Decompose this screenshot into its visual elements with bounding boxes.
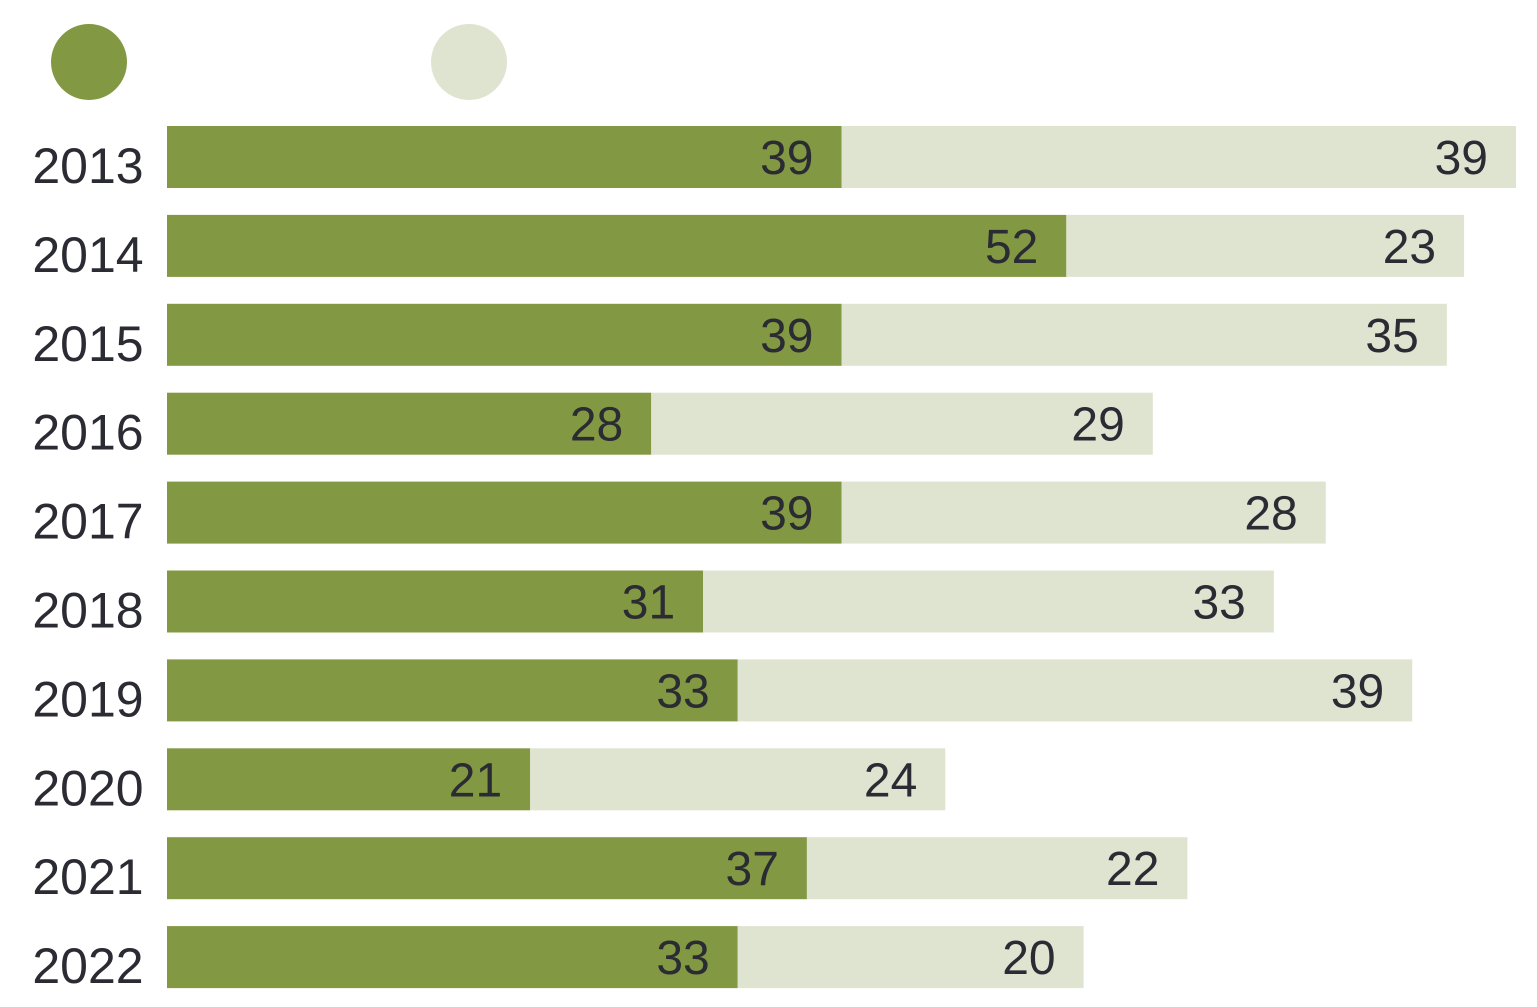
data-label-2019-series-1: 33	[656, 665, 709, 718]
bar-2014-series-2	[1066, 214, 1465, 277]
data-label-2019-series-2: 39	[1331, 665, 1384, 718]
y-tick-label-2015: 2015	[32, 316, 143, 372]
bar-2018-series-1	[167, 570, 704, 633]
data-label-2015-series-2: 35	[1365, 310, 1418, 363]
bar-2013-series-2	[841, 126, 1516, 188]
data-label-2022-series-2: 20	[1002, 932, 1055, 985]
bar-2019-series-1	[167, 659, 738, 722]
y-tick-label-2018: 2018	[32, 583, 143, 639]
bar-2020-series-1	[167, 748, 531, 811]
legend	[51, 24, 507, 100]
data-label-2014-series-2: 23	[1383, 221, 1436, 274]
bar-2022-series-2	[737, 926, 1084, 989]
bar-2021-series-1	[167, 837, 807, 900]
y-tick-label-2013: 2013	[32, 138, 143, 194]
y-tick-label-2022: 2022	[32, 938, 143, 994]
data-label-2022-series-1: 33	[656, 932, 709, 985]
bar-2014-series-1	[167, 214, 1067, 277]
y-tick-label-2014: 2014	[32, 227, 143, 283]
data-label-2016-series-1: 28	[570, 399, 623, 452]
data-label-2013-series-1: 39	[760, 132, 813, 185]
y-tick-label-2019: 2019	[32, 671, 143, 727]
bar-2019-series-2	[737, 659, 1413, 722]
bar-2015-series-2	[841, 303, 1447, 366]
data-label-2013-series-2: 39	[1435, 132, 1488, 185]
bar-2017-series-1	[167, 481, 842, 544]
y-axis: 2013 2014 2015 2016 2017 2018 2019 2020 2021 2022	[32, 138, 143, 994]
data-label-2020-series-1: 21	[449, 754, 502, 807]
data-label-2015-series-1: 39	[760, 310, 813, 363]
legend-marker-2	[431, 24, 507, 100]
data-label-2017-series-2: 28	[1244, 488, 1297, 541]
bar-2021-series-2	[806, 837, 1188, 900]
bar-2020-series-2	[530, 748, 946, 811]
bar-2017-series-2	[841, 481, 1326, 544]
bar-2015-series-1	[167, 303, 842, 366]
y-tick-label-2021: 2021	[32, 849, 143, 905]
bar-2013-series-1	[167, 126, 842, 188]
data-label-2017-series-1: 39	[760, 488, 813, 541]
bar-2016-series-2	[651, 392, 1153, 455]
legend-marker-1	[51, 24, 127, 100]
y-tick-label-2017: 2017	[32, 494, 143, 550]
bars	[167, 126, 1516, 989]
data-label-2018-series-2: 33	[1192, 577, 1245, 630]
data-label-2020-series-2: 24	[864, 754, 917, 807]
y-tick-label-2016: 2016	[32, 405, 143, 461]
bar-2018-series-2	[703, 570, 1274, 633]
data-label-2014-series-1: 52	[985, 221, 1038, 274]
data-labels: 39 39 52 23 39 35 28 29 39 28 31 33 33 39 21 24 37 22 33 20	[449, 132, 1488, 985]
bar-2016-series-1	[167, 392, 652, 455]
data-label-2016-series-2: 29	[1071, 399, 1124, 452]
y-tick-label-2020: 2020	[32, 760, 143, 816]
data-label-2021-series-2: 22	[1106, 843, 1159, 896]
data-label-2021-series-1: 37	[726, 843, 779, 896]
data-label-2018-series-1: 31	[622, 577, 675, 630]
bar-2022-series-1	[167, 926, 738, 989]
